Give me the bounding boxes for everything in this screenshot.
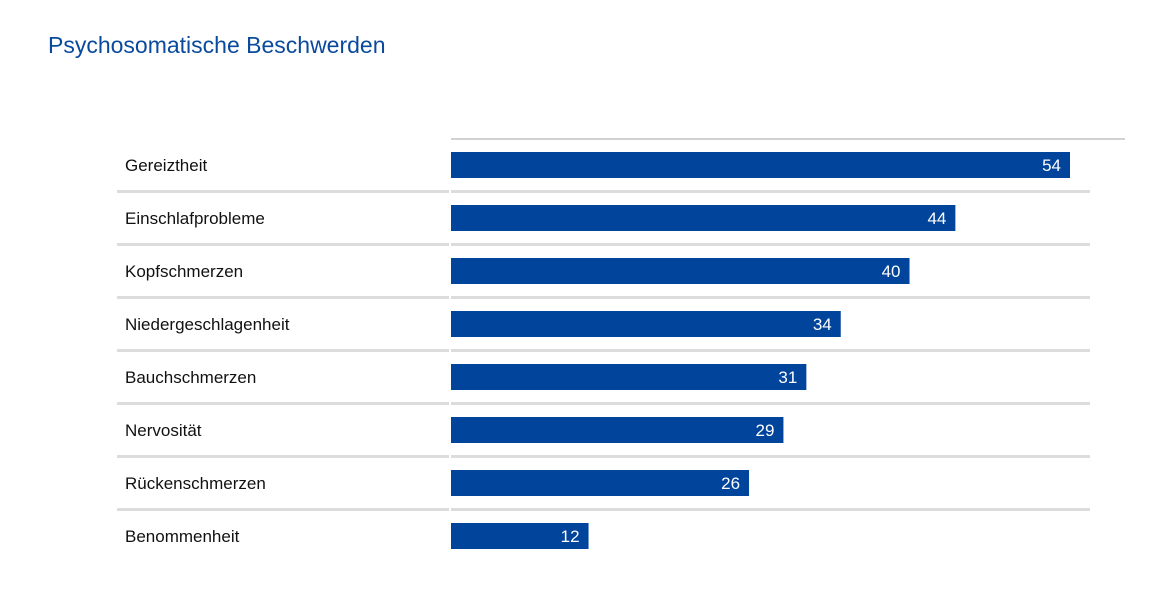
bar: [451, 205, 956, 231]
row-separator: [117, 296, 449, 299]
bar: [451, 258, 910, 284]
row-separator: [117, 190, 449, 193]
category-label: Benommenheit: [125, 527, 240, 546]
bar-row: Bauchschmerzen 31: [117, 364, 1090, 405]
value-label: 40: [882, 262, 901, 281]
row-separator: [451, 190, 1090, 193]
row-separator: [117, 243, 449, 246]
bar-row: Niedergeschlagenheit 34: [117, 311, 1090, 352]
value-label: 26: [721, 474, 740, 493]
row-separator: [451, 455, 1090, 458]
bar: [451, 523, 589, 549]
bar: [451, 311, 841, 337]
category-label: Niedergeschlagenheit: [125, 315, 290, 334]
row-separator: [117, 508, 449, 511]
bar-row: Rückenschmerzen 26: [117, 470, 1090, 511]
row-separator: [451, 296, 1090, 299]
category-label: Bauchschmerzen: [125, 368, 256, 387]
row-separator: [451, 508, 1090, 511]
bar: [451, 417, 784, 443]
value-label: 54: [1042, 156, 1061, 175]
category-label: Nervosität: [125, 421, 202, 440]
row-separator: [117, 455, 449, 458]
value-label: 44: [927, 209, 946, 228]
category-label: Rückenschmerzen: [125, 474, 266, 493]
category-label: Gereiztheit: [125, 156, 207, 175]
row-separator: [451, 402, 1090, 405]
row-separator: [117, 349, 449, 352]
value-label: 29: [756, 421, 775, 440]
bar: [451, 364, 807, 390]
bar: [451, 470, 750, 496]
value-label: 31: [778, 368, 797, 387]
value-label: 12: [561, 527, 580, 546]
bar-row: Kopfschmerzen 40: [117, 258, 1090, 299]
row-separator: [451, 243, 1090, 246]
bar-row: Nervosität 29: [117, 417, 1090, 458]
value-label: 34: [813, 315, 832, 334]
bar-row: Einschlafprobleme 44: [117, 205, 1090, 246]
category-label: Einschlafprobleme: [125, 209, 265, 228]
row-separator: [117, 402, 449, 405]
row-separator: [451, 349, 1090, 352]
bar: [451, 152, 1070, 178]
category-label: Kopfschmerzen: [125, 262, 243, 281]
bar-row: Gereiztheit 54: [117, 152, 1090, 193]
chart-title: Psychosomatische Beschwerden: [48, 32, 386, 58]
bar-row: Benommenheit 12: [125, 523, 589, 549]
